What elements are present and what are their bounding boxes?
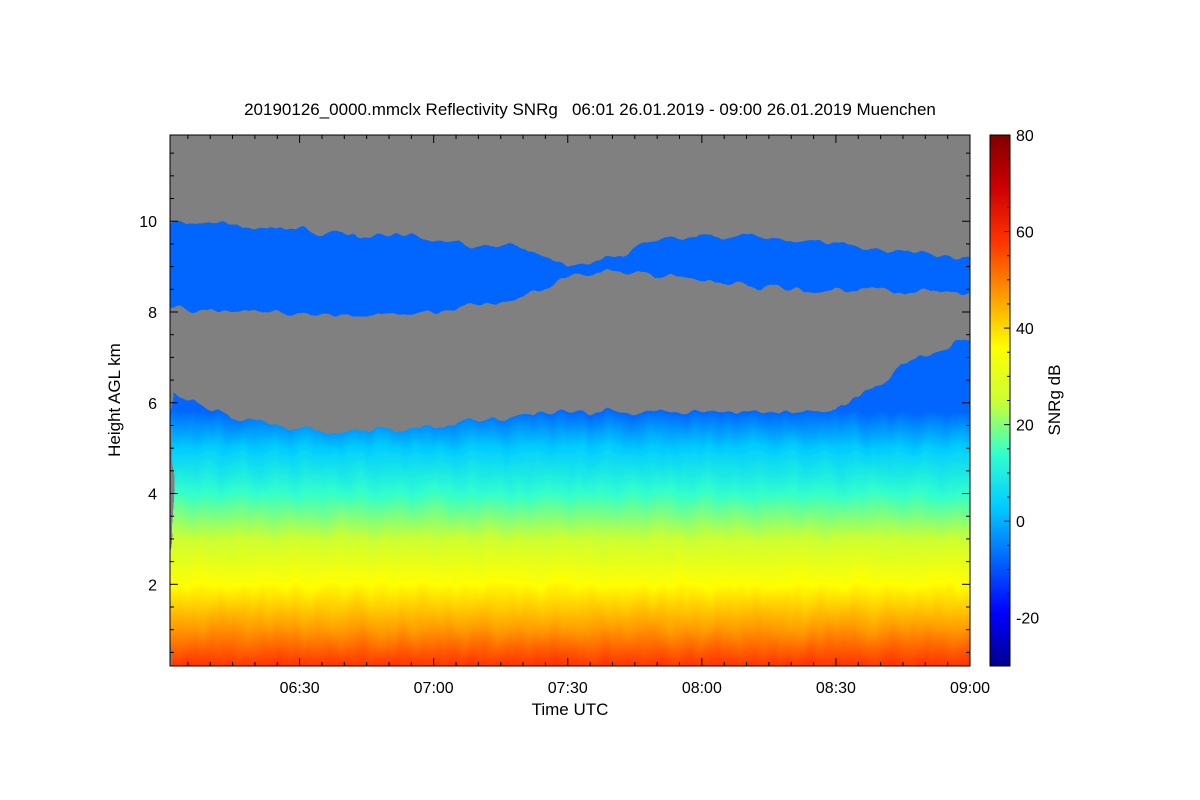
x-tick-label: 08:30 <box>816 680 856 697</box>
colorbar-tick-label: 60 <box>1016 225 1034 242</box>
y-tick-label: 6 <box>148 396 157 413</box>
colorbar-tick-label: 40 <box>1016 321 1034 338</box>
y-tick-label: 8 <box>148 305 157 322</box>
plot-area <box>170 135 970 666</box>
x-tick-label: 08:00 <box>682 680 722 697</box>
x-axis-label: Time UTC <box>532 700 609 719</box>
x-tick-label: 07:30 <box>548 680 588 697</box>
y-axis-label: Height AGL km <box>105 343 124 457</box>
upper-cloud-layer <box>170 221 970 317</box>
x-tick-label: 07:00 <box>414 680 454 697</box>
y-axis: 2 4 6 8 10 <box>139 152 970 653</box>
y-tick-label: 10 <box>139 214 157 231</box>
colorbar-ticks: -20 0 20 40 60 80 <box>1004 128 1039 667</box>
x-axis: 06:30 07:00 07:30 08:00 08:30 09:00 <box>187 135 990 697</box>
colorbar: -20 0 20 40 60 80 SNRg dB <box>989 128 1064 667</box>
colorbar-tick-label: 80 <box>1016 128 1034 145</box>
plot-frame <box>169 134 971 667</box>
y-tick-label: 4 <box>148 487 157 504</box>
colorbar-label: SNRg dB <box>1045 365 1064 436</box>
x-tick-label: 09:00 <box>950 680 990 697</box>
colorbar-tick-label: 0 <box>1016 514 1025 531</box>
precip-layer <box>170 339 970 666</box>
chart-title: 20190126_0000.mmclx Reflectivity SNRg 06… <box>244 100 936 119</box>
y-tick-label: 2 <box>148 577 157 594</box>
colorbar-tick-label: -20 <box>1016 611 1039 628</box>
x-tick-label: 06:30 <box>280 680 320 697</box>
colorbar-tick-label: 20 <box>1016 418 1034 435</box>
